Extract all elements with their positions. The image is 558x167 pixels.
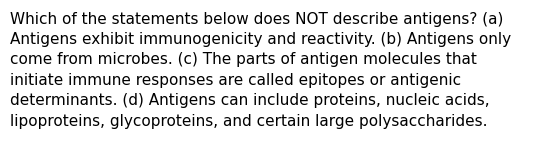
Text: Which of the statements below does NOT describe antigens? (a)
Antigens exhibit i: Which of the statements below does NOT d… (10, 12, 511, 129)
